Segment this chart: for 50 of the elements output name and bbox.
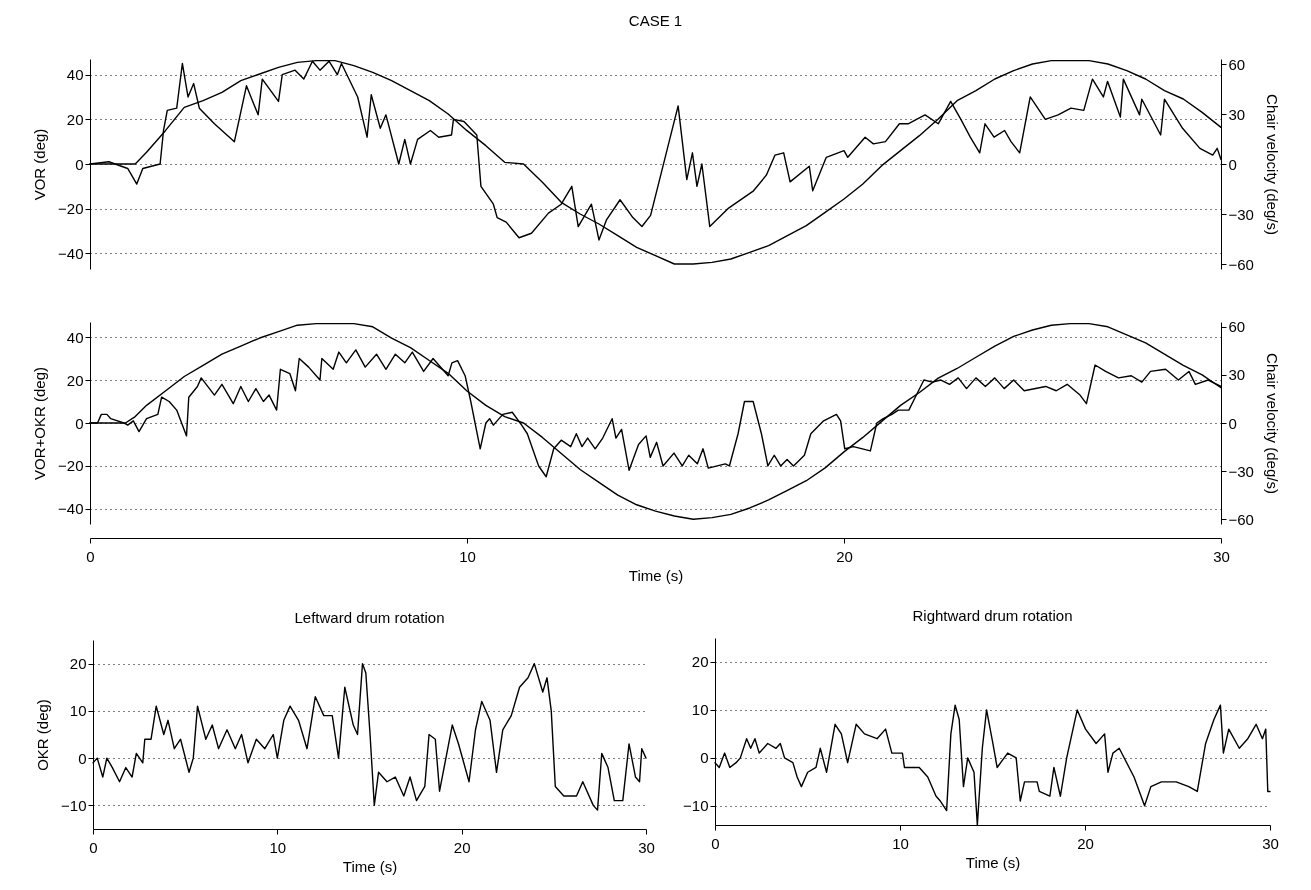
chart-title: Leftward drum rotation (294, 609, 445, 626)
x-tick-label: 30 (1262, 834, 1279, 852)
y-tick-label: 10 (69, 702, 87, 720)
y-axis-title: VOR (deg) (31, 128, 49, 201)
y2-tick-label: 0 (1228, 414, 1237, 432)
y-tick-label: −20 (58, 200, 84, 218)
y2-tick-label: 30 (1228, 105, 1246, 123)
y2-axis-title: Chair velocity (deg/s) (1263, 94, 1281, 235)
x-tick-label: 0 (89, 838, 98, 856)
y-tick-label: 0 (78, 749, 87, 767)
y2-tick-label: −60 (1228, 255, 1254, 273)
y-tick-label: 0 (75, 414, 84, 432)
y-tick-label: −10 (61, 796, 87, 814)
y2-tick-label: 0 (1228, 155, 1237, 173)
y-axis-title: VOR+OKR (deg) (31, 367, 49, 480)
y2-tick-label: 30 (1228, 366, 1246, 384)
x-axis-title: Time (s) (628, 566, 684, 584)
y2-tick-label: −60 (1228, 510, 1254, 528)
y-tick-label: 10 (691, 701, 709, 719)
x-tick-label: 30 (638, 838, 655, 856)
y2-tick-label: 60 (1228, 318, 1246, 336)
x-tick-label: 10 (459, 547, 476, 565)
y-tick-label: 40 (66, 66, 84, 84)
x-axis-title: Time (s) (965, 853, 1021, 871)
x-tick-label: 0 (711, 834, 720, 852)
y-tick-label: 20 (66, 371, 84, 389)
x-tick-label: 20 (1077, 834, 1094, 852)
y-tick-label: −10 (683, 797, 709, 815)
y-tick-label: −40 (58, 244, 84, 262)
y-tick-label: 20 (69, 655, 87, 673)
y-tick-label: 0 (75, 155, 84, 173)
y-tick-label: −20 (58, 457, 84, 475)
y-tick-label: 40 (66, 328, 84, 346)
y-tick-label: −40 (58, 500, 84, 518)
chart-title: CASE 1 (628, 12, 683, 29)
y2-tick-label: −30 (1228, 205, 1254, 223)
x-tick-label: 20 (453, 838, 471, 856)
x-tick-label: 10 (269, 838, 287, 856)
x-tick-label: 10 (892, 834, 909, 852)
x-tick-label: 30 (1213, 547, 1230, 565)
y-tick-label: 20 (691, 653, 709, 671)
x-tick-label: 20 (836, 547, 853, 565)
y2-axis-title: Chair velocity (deg/s) (1263, 353, 1281, 494)
y2-tick-label: −30 (1228, 462, 1254, 480)
y-axis-title: OKR (deg) (34, 699, 52, 771)
y-tick-label: 20 (66, 110, 84, 128)
y-tick-label: 0 (700, 749, 709, 767)
x-axis-title: Time (s) (342, 857, 398, 875)
y2-tick-label: 60 (1228, 55, 1246, 73)
chart-title: Rightward drum rotation (912, 607, 1073, 624)
